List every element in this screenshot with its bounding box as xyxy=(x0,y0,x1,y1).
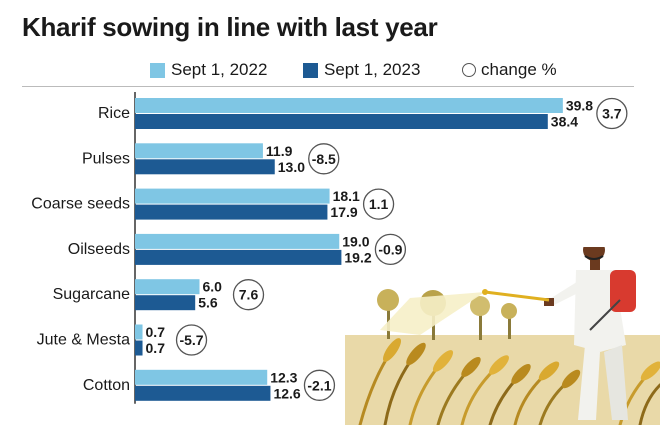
value-label-2022: 6.0 xyxy=(203,279,223,295)
change-circle-icon xyxy=(308,143,340,175)
change-pct-label: -5.7 xyxy=(179,332,203,348)
bar-2022 xyxy=(135,233,340,249)
value-label-2023: 19.2 xyxy=(344,249,371,265)
change-pct-label: -2.1 xyxy=(307,377,331,393)
legend-label-2022: Sept 1, 2022 xyxy=(171,60,268,79)
bar-2022 xyxy=(135,279,200,295)
change-pct-label: -8.5 xyxy=(312,151,336,167)
bar-2022 xyxy=(135,98,563,113)
sprayer-tank xyxy=(610,270,636,312)
value-label-2022: 0.7 xyxy=(146,324,166,340)
legend-swatch-2022 xyxy=(150,62,165,78)
category-label: Rice xyxy=(98,105,130,122)
spray-mist xyxy=(380,292,485,335)
chart-title: Kharif sowing in line with last year xyxy=(22,12,438,42)
bar-2023 xyxy=(135,295,196,311)
value-label-2022: 12.3 xyxy=(270,369,297,385)
change-circle-icon xyxy=(303,369,336,401)
category-label: Sugarcane xyxy=(53,286,130,303)
value-label-2023: 13.0 xyxy=(278,159,305,175)
farmer-figure xyxy=(482,238,636,420)
legend-item-2022: Sept 1, 2022 xyxy=(150,58,267,82)
value-label-2023: 38.4 xyxy=(551,114,578,130)
header-divider xyxy=(22,86,634,87)
category-label: Pulses xyxy=(82,150,130,167)
farmer-illustration xyxy=(345,238,660,425)
change-pct-label: -0.9 xyxy=(378,241,402,257)
bar-2023 xyxy=(135,385,271,401)
change-circle-icon xyxy=(374,233,407,266)
tree-icon xyxy=(501,303,517,339)
value-label-2023: 12.6 xyxy=(273,385,300,401)
change-circle-icon xyxy=(596,97,628,130)
bar-2023 xyxy=(135,159,275,175)
category-label: Jute & Mesta xyxy=(37,332,130,349)
category-label: Cotton xyxy=(83,377,130,394)
change-circle-icon xyxy=(462,63,476,77)
change-circle-icon xyxy=(175,324,208,356)
bar-2023 xyxy=(135,204,328,220)
value-label-2023: 5.6 xyxy=(198,295,218,311)
bar-2023 xyxy=(135,114,548,129)
legend-label-2023: Sept 1, 2023 xyxy=(324,60,421,79)
bar-2022 xyxy=(135,324,143,340)
legend-item-change: change % xyxy=(462,58,557,82)
bar-2022 xyxy=(135,143,263,159)
value-label-2022: 39.8 xyxy=(566,98,593,114)
wheat-ears xyxy=(382,338,660,389)
change-pct-label: 7.6 xyxy=(239,287,259,303)
legend-item-2023: Sept 1, 2023 xyxy=(303,58,420,82)
value-label-2022: 18.1 xyxy=(333,188,360,204)
chart-bars-layer xyxy=(135,98,563,401)
value-label-2022: 19.0 xyxy=(342,233,369,249)
value-label-2022: 11.9 xyxy=(266,143,293,159)
value-label-2023: 17.9 xyxy=(330,204,357,220)
legend-label-change: change % xyxy=(481,60,557,79)
change-circle-icon xyxy=(362,188,395,220)
change-pct-label: 3.7 xyxy=(602,106,622,122)
legend-swatch-2023 xyxy=(303,62,318,78)
chart-labels-layer: Rice 39.838.4 3.7 Pulses 11.913.0 -8.5 Coarse … xyxy=(31,97,628,401)
value-label-2023: 0.7 xyxy=(146,340,166,356)
turban xyxy=(580,238,608,247)
spray-wand xyxy=(484,290,550,302)
bar-2023 xyxy=(135,340,143,356)
bar-2022 xyxy=(135,369,268,385)
bar-2023 xyxy=(135,249,342,265)
change-circle-icon xyxy=(232,279,265,311)
category-label: Oilseeds xyxy=(68,241,130,258)
chart-legend: Sept 1, 2022 Sept 1, 2023 change % xyxy=(150,58,630,82)
bar-2022 xyxy=(135,188,330,204)
tree-icon xyxy=(470,296,490,340)
category-label: Coarse seeds xyxy=(31,196,130,213)
change-pct-label: 1.1 xyxy=(369,196,389,212)
